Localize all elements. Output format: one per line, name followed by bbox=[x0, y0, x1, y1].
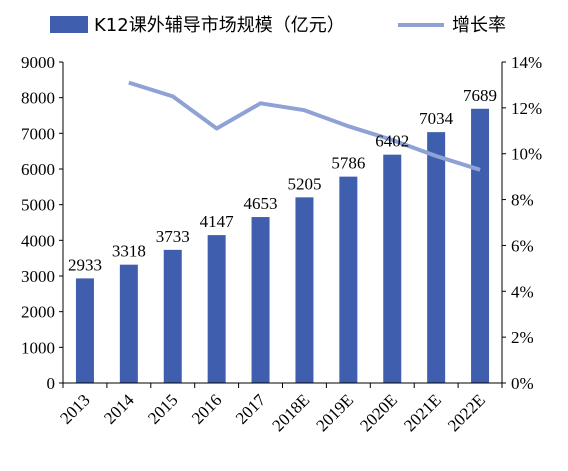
bar-value-label: 5786 bbox=[331, 154, 365, 173]
y-right-tick-label: 0% bbox=[511, 374, 534, 393]
data-labels: 2933 3318 3733 4147 4653 5205 5786 6402 7034 7689 bbox=[68, 86, 497, 275]
y-left-tick-label: 7000 bbox=[21, 124, 55, 143]
bar-value-label: 6402 bbox=[375, 132, 409, 151]
x-tick-label: 2017 bbox=[232, 390, 270, 428]
bar-value-label: 5205 bbox=[287, 174, 321, 193]
legend-label-growth-rate: 增长率 bbox=[452, 15, 506, 36]
x-tick-label: 2016 bbox=[188, 390, 225, 427]
growth-rate-line bbox=[128, 80, 481, 172]
bar bbox=[339, 176, 358, 383]
bar bbox=[251, 217, 270, 383]
bar bbox=[383, 154, 402, 383]
legend-label-market-size: K12课外辅导市场规模（亿元） bbox=[94, 15, 345, 36]
y-left-tick-label: 8000 bbox=[21, 89, 55, 108]
y-left-tick-label: 6000 bbox=[21, 160, 55, 179]
bar-value-label: 3318 bbox=[112, 242, 146, 261]
x-axis: 2013 2014 2015 2016 2017 2018E 2019E 2020E 2021E… bbox=[56, 382, 503, 435]
y-right-tick-label: 10% bbox=[511, 145, 542, 164]
y-right-tick-label: 8% bbox=[511, 191, 534, 210]
bar bbox=[75, 278, 94, 383]
bar-series bbox=[75, 108, 490, 383]
bar-value-label: 4147 bbox=[200, 212, 235, 231]
x-tick-label: 2018E bbox=[268, 390, 313, 435]
x-tick-label: 2019E bbox=[312, 390, 357, 435]
bar-value-label: 4653 bbox=[244, 194, 278, 213]
y-left-tick-label: 0 bbox=[47, 374, 56, 393]
bar bbox=[471, 108, 490, 383]
x-tick-label: 2013 bbox=[56, 390, 93, 427]
bar bbox=[295, 197, 314, 383]
bar bbox=[119, 264, 138, 383]
y-left-tick-label: 4000 bbox=[21, 231, 55, 250]
x-tick-label: 2021E bbox=[400, 390, 445, 435]
x-tick-label: 2020E bbox=[356, 390, 401, 435]
bar-value-label: 3733 bbox=[156, 227, 190, 246]
bar-value-label: 2933 bbox=[68, 255, 102, 274]
y-left-tick-label: 1000 bbox=[21, 338, 55, 357]
y-right-tick-label: 4% bbox=[511, 282, 534, 301]
line-series bbox=[128, 80, 481, 172]
y-right-tick-label: 12% bbox=[511, 99, 542, 118]
y-left-tick-label: 3000 bbox=[21, 267, 55, 286]
legend-swatch-market-size bbox=[50, 16, 88, 33]
x-tick-label: 2014 bbox=[100, 390, 138, 428]
bar bbox=[427, 132, 446, 383]
y-left-tick-label: 2000 bbox=[21, 303, 55, 322]
legend: K12课外辅导市场规模（亿元） 增长率 bbox=[50, 15, 506, 36]
bar-value-label: 7034 bbox=[419, 109, 454, 128]
x-tick-label: 2015 bbox=[144, 390, 181, 427]
bar bbox=[207, 235, 226, 383]
bar bbox=[163, 249, 182, 383]
y-axis-right: 0% 2% 4% 6% 8% 10% 12% 14% bbox=[501, 53, 542, 393]
bar-value-label: 7689 bbox=[463, 86, 497, 105]
y-axis-left: 0 1000 2000 3000 4000 5000 6000 7000 8000 9000 bbox=[21, 53, 64, 393]
y-left-tick-label: 9000 bbox=[21, 53, 55, 72]
y-right-tick-label: 6% bbox=[511, 236, 534, 255]
y-left-tick-label: 5000 bbox=[21, 196, 55, 215]
y-right-tick-label: 14% bbox=[511, 53, 542, 72]
x-tick-label: 2022E bbox=[444, 390, 489, 435]
y-right-tick-label: 2% bbox=[511, 328, 534, 347]
